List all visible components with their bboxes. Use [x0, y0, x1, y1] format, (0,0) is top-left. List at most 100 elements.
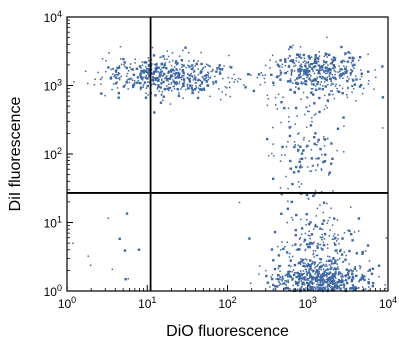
- data-point: [381, 65, 384, 68]
- data-point: [317, 244, 320, 246]
- data-point: [310, 264, 312, 266]
- data-point: [168, 70, 171, 74]
- data-point: [327, 288, 330, 291]
- data-point: [207, 78, 209, 81]
- data-point: [276, 285, 279, 288]
- data-point: [363, 278, 366, 282]
- data-point: [276, 274, 280, 277]
- data-point: [306, 73, 309, 75]
- data-point: [289, 45, 292, 49]
- data-point: [120, 63, 123, 66]
- data-point: [279, 69, 281, 71]
- data-point: [333, 262, 335, 265]
- data-point: [190, 72, 193, 75]
- data-point: [160, 82, 163, 85]
- data-point: [125, 81, 128, 84]
- data-point: [299, 237, 301, 239]
- data-point: [279, 59, 282, 62]
- data-point: [308, 272, 311, 274]
- data-point: [351, 56, 354, 59]
- data-point: [332, 60, 334, 63]
- data-point: [306, 74, 309, 77]
- data-point: [382, 127, 384, 129]
- data-point: [359, 83, 363, 87]
- data-point: [351, 70, 353, 72]
- data-point: [226, 87, 228, 89]
- data-point: [206, 84, 210, 87]
- data-point: [317, 83, 319, 86]
- data-point: [187, 51, 190, 54]
- data-point: [331, 74, 334, 76]
- y-tick-label: 104: [44, 9, 62, 25]
- data-point: [319, 258, 323, 261]
- data-point: [148, 81, 151, 83]
- data-point: [192, 67, 194, 69]
- data-point: [199, 79, 202, 82]
- data-point: [239, 78, 242, 81]
- data-point: [339, 284, 341, 286]
- data-point: [105, 71, 107, 73]
- data-point: [304, 283, 306, 286]
- data-point: [161, 75, 164, 77]
- data-point: [318, 266, 322, 269]
- data-point: [320, 69, 322, 72]
- data-point: [311, 276, 313, 279]
- data-point: [214, 75, 216, 78]
- data-point: [317, 281, 319, 283]
- data-point: [339, 77, 341, 79]
- data-point: [310, 67, 314, 70]
- data-point: [287, 270, 290, 274]
- data-point: [287, 187, 289, 190]
- data-point: [297, 71, 299, 73]
- data-point: [190, 86, 193, 90]
- data-point: [326, 285, 329, 287]
- data-point: [332, 277, 334, 280]
- data-point: [347, 51, 350, 54]
- data-point: [143, 81, 147, 84]
- data-point: [339, 70, 341, 73]
- data-point: [227, 76, 230, 79]
- data-point: [310, 233, 314, 236]
- data-point: [203, 89, 206, 91]
- data-point: [292, 60, 295, 64]
- data-point: [312, 253, 314, 256]
- data-point: [385, 287, 387, 290]
- data-point: [306, 144, 309, 148]
- data-point: [131, 79, 134, 81]
- data-point: [327, 259, 331, 263]
- data-point: [110, 78, 113, 80]
- data-point: [358, 59, 360, 62]
- data-point: [209, 76, 212, 78]
- data-point: [317, 138, 320, 142]
- data-point: [155, 83, 157, 86]
- data-point: [287, 273, 290, 276]
- data-point: [295, 289, 298, 291]
- data-point: [298, 276, 302, 279]
- data-point: [332, 190, 334, 192]
- data-point: [117, 96, 120, 99]
- data-point: [344, 274, 346, 277]
- data-point: [233, 73, 235, 76]
- data-point: [330, 62, 333, 65]
- data-point: [284, 274, 286, 277]
- data-point: [126, 75, 128, 77]
- data-point: [133, 80, 136, 82]
- data-point: [346, 94, 348, 96]
- data-point: [319, 227, 322, 230]
- data-point: [358, 265, 361, 267]
- data-point: [204, 66, 206, 68]
- data-point: [285, 175, 287, 178]
- data-point: [300, 233, 303, 236]
- data-point: [296, 271, 300, 275]
- data-point: [289, 259, 292, 262]
- data-point: [281, 283, 284, 285]
- data-point: [138, 65, 142, 68]
- x-tick-label: 100: [58, 295, 76, 311]
- data-point: [326, 268, 329, 271]
- data-point: [325, 269, 327, 272]
- data-point: [197, 78, 200, 82]
- data-point: [288, 64, 290, 67]
- data-point: [333, 238, 335, 240]
- data-point: [295, 281, 298, 283]
- data-point: [322, 241, 325, 244]
